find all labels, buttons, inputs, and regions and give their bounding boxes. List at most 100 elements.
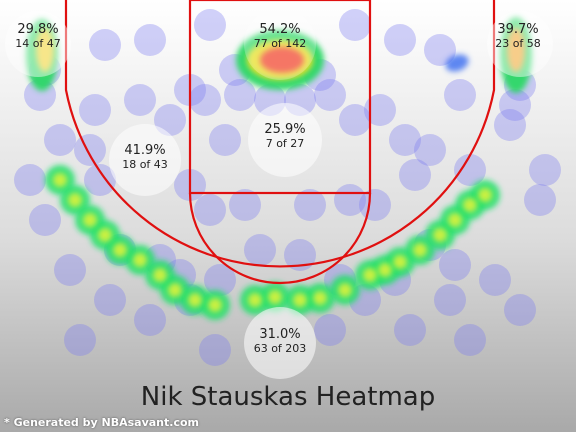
hot-spot-blue	[445, 54, 469, 72]
zone-pct: 25.9%	[264, 122, 306, 137]
shot-blob	[504, 294, 536, 326]
heat-band-core	[478, 188, 492, 202]
shot-blob	[194, 194, 226, 226]
heat-band-core	[133, 253, 147, 267]
shot-blob	[399, 159, 431, 191]
zone-pct: 39.7%	[497, 22, 539, 37]
hot-spot-layer	[26, 17, 532, 312]
shot-blob	[314, 79, 346, 111]
heat-band-core	[98, 228, 112, 242]
shot-blob	[389, 124, 421, 156]
heat-band-core	[248, 293, 262, 307]
shot-blob	[79, 94, 111, 126]
zone-label-left-corner: 29.8% 14 of 47	[8, 22, 68, 50]
shot-blob	[189, 84, 221, 116]
zone-pct: 41.9%	[124, 143, 166, 158]
shot-blob	[199, 334, 231, 366]
shot-blob	[204, 264, 236, 296]
heat-band-core	[68, 193, 82, 207]
shot-blob	[424, 34, 456, 66]
shot-blob	[154, 104, 186, 136]
shot-blob	[529, 154, 561, 186]
zone-count: 23 of 58	[495, 37, 541, 50]
shot-blob	[194, 9, 226, 41]
shot-blob	[74, 134, 106, 166]
heat-band-core	[448, 213, 462, 227]
shot-blob	[364, 94, 396, 126]
zone-label-right-corner: 39.7% 23 of 58	[488, 22, 548, 50]
shot-blob	[444, 79, 476, 111]
zone-label-restricted-area: 54.2% 77 of 142	[245, 22, 315, 50]
zone-count: 77 of 142	[253, 37, 307, 50]
zone-pct: 29.8%	[17, 22, 59, 37]
shot-blob	[384, 24, 416, 56]
shot-blob	[84, 164, 116, 196]
zone-bubble	[5, 11, 71, 77]
zone-bubble	[109, 124, 181, 196]
heat-band-core	[83, 213, 97, 227]
heat-band-core	[268, 290, 282, 304]
shot-blob	[454, 154, 486, 186]
shot-blob	[89, 29, 121, 61]
shot-blob	[494, 109, 526, 141]
shot-blob	[209, 124, 241, 156]
shot-blob	[339, 104, 371, 136]
credit-text: * Generated by NBAsavant.com	[4, 416, 199, 429]
zone-bubble	[248, 103, 322, 177]
shot-blob	[479, 264, 511, 296]
shot-blob	[499, 89, 531, 121]
shot-blob	[244, 234, 276, 266]
shot-blob	[54, 254, 86, 286]
free-throw-arc	[188, 192, 372, 285]
zone-bubble	[487, 11, 553, 77]
shot-blob	[134, 304, 166, 336]
zone-pct: 31.0%	[259, 327, 301, 342]
hot-spot-right-core	[507, 28, 525, 72]
heat-band-core	[113, 243, 127, 257]
chart-title: Nik Stauskas Heatmap	[140, 382, 436, 412]
zone-label-paint: 25.9% 7 of 27	[250, 122, 320, 150]
heat-band-core	[153, 268, 167, 282]
hot-spot-rim-core	[260, 47, 304, 73]
heat-band-core	[463, 198, 477, 212]
heat-band-core	[53, 173, 67, 187]
zone-count: 7 of 27	[265, 137, 305, 150]
zone-count: 63 of 203	[253, 342, 307, 355]
shot-blob	[294, 189, 326, 221]
shot-blob	[434, 284, 466, 316]
shot-blob	[134, 24, 166, 56]
zone-label-above-break-three: 31.0% 63 of 203	[240, 327, 320, 355]
three-point-line	[64, 0, 496, 268]
shot-blob	[394, 314, 426, 346]
shot-blob	[439, 249, 471, 281]
shot-blob	[314, 314, 346, 346]
zone-count: 18 of 43	[122, 158, 168, 171]
heat-band-core	[188, 293, 202, 307]
shot-blob	[414, 134, 446, 166]
heat-band-core	[413, 243, 427, 257]
heat-band-core	[378, 263, 392, 277]
shot-blob	[224, 79, 256, 111]
heat-band-core	[338, 283, 352, 297]
shot-blob	[524, 184, 556, 216]
zone-bubble	[244, 307, 316, 379]
shot-blob	[454, 324, 486, 356]
paint-lane	[188, 0, 372, 195]
heat-band-core	[393, 255, 407, 269]
shot-blob	[124, 84, 156, 116]
heat-band-core	[363, 268, 377, 282]
zone-label-left-mid-range: 41.9% 18 of 43	[110, 143, 180, 171]
shot-blob	[339, 9, 371, 41]
shot-blob	[94, 284, 126, 316]
heat-band-core	[168, 283, 182, 297]
shot-blob	[229, 189, 261, 221]
shot-blob	[29, 204, 61, 236]
zone-count: 14 of 47	[15, 37, 61, 50]
zone-bubble	[244, 8, 316, 80]
shot-blob	[64, 324, 96, 356]
hot-spot-left-core	[36, 28, 54, 72]
zone-pct: 54.2%	[259, 22, 301, 37]
heat-band-core	[313, 291, 327, 305]
shot-blob	[14, 164, 46, 196]
